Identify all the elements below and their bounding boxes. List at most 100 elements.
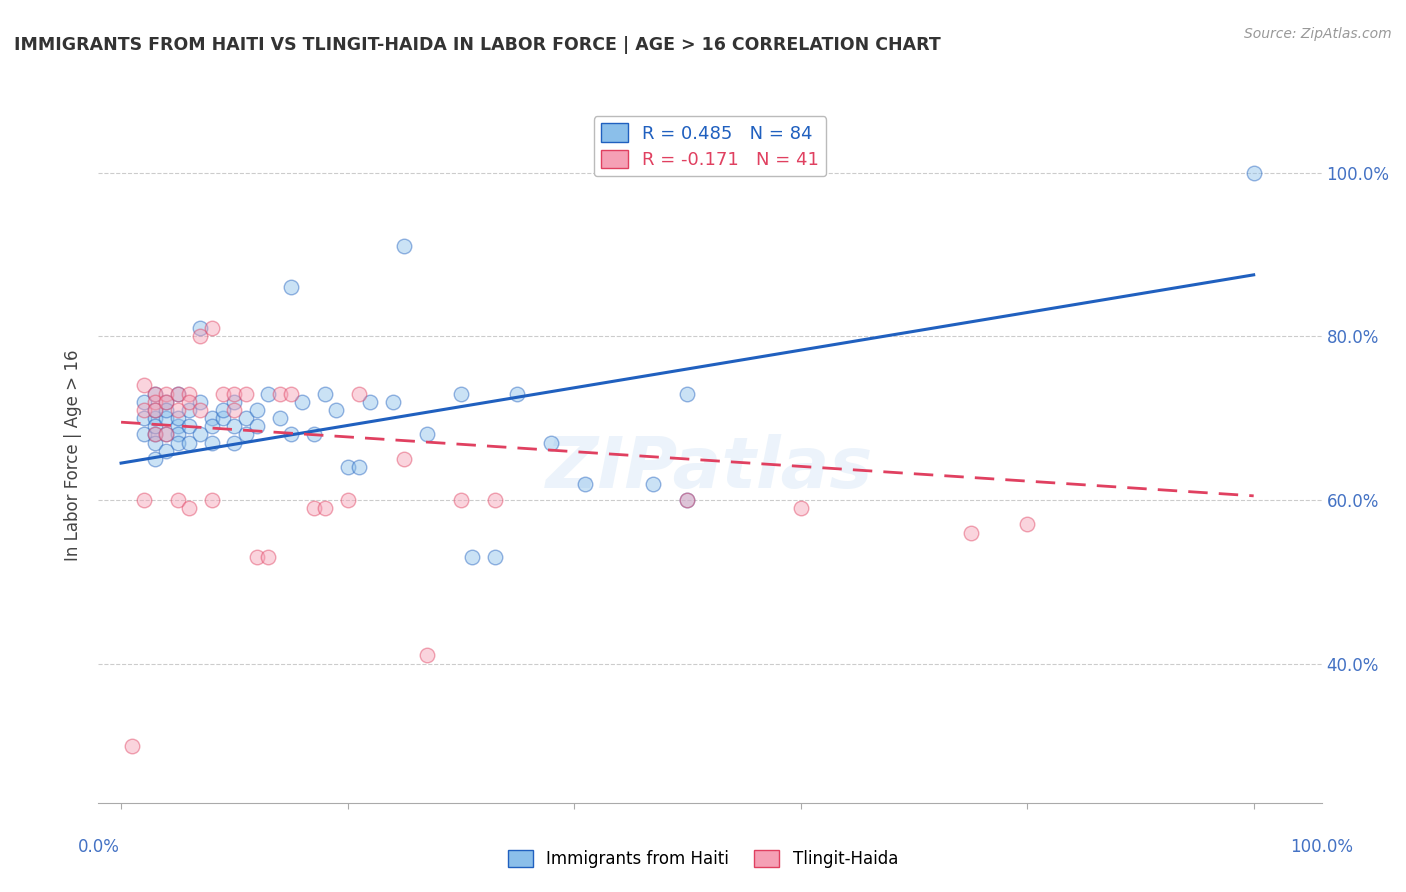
Point — [302, 427, 325, 442]
Point — [291, 394, 314, 409]
Point — [280, 386, 302, 401]
Point — [166, 403, 188, 417]
Point — [121, 739, 143, 753]
Y-axis label: In Labor Force | Age > 16: In Labor Force | Age > 16 — [65, 349, 83, 561]
Point — [392, 239, 416, 253]
Point — [314, 386, 336, 401]
Point — [143, 386, 166, 401]
Point — [143, 419, 166, 434]
Point — [177, 394, 200, 409]
Point — [166, 427, 188, 442]
Point — [416, 648, 439, 663]
Point — [132, 411, 155, 425]
Point — [201, 492, 224, 507]
Point — [188, 427, 212, 442]
Point — [166, 386, 188, 401]
Point — [155, 394, 177, 409]
Point — [246, 403, 269, 417]
Point — [280, 427, 302, 442]
Point — [155, 394, 177, 409]
Point — [143, 386, 166, 401]
Point — [188, 329, 212, 343]
Point — [201, 419, 224, 434]
Point — [224, 394, 246, 409]
Point — [177, 386, 200, 401]
Point — [574, 476, 596, 491]
Point — [540, 435, 562, 450]
Point — [325, 403, 347, 417]
Point — [269, 386, 291, 401]
Point — [336, 492, 359, 507]
Point — [177, 501, 200, 516]
Point — [643, 476, 665, 491]
Point — [132, 492, 155, 507]
Point — [392, 452, 416, 467]
Point — [212, 411, 235, 425]
Point — [188, 394, 212, 409]
Point — [155, 411, 177, 425]
Point — [450, 492, 472, 507]
Point — [166, 435, 188, 450]
Point — [177, 403, 200, 417]
Point — [336, 460, 359, 475]
Point — [224, 419, 246, 434]
Point — [235, 386, 257, 401]
Point — [143, 435, 166, 450]
Point — [212, 403, 235, 417]
Text: Source: ZipAtlas.com: Source: ZipAtlas.com — [1244, 27, 1392, 41]
Point — [155, 403, 177, 417]
Point — [201, 321, 224, 335]
Point — [143, 403, 166, 417]
Text: ZIPatlas: ZIPatlas — [547, 434, 873, 503]
Point — [959, 525, 981, 540]
Point — [201, 411, 224, 425]
Point — [314, 501, 336, 516]
Point — [676, 492, 699, 507]
Legend: Immigrants from Haiti, Tlingit-Haida: Immigrants from Haiti, Tlingit-Haida — [502, 843, 904, 875]
Point — [155, 427, 177, 442]
Point — [416, 427, 439, 442]
Point — [484, 492, 506, 507]
Point — [235, 427, 257, 442]
Point — [484, 550, 506, 565]
Point — [143, 452, 166, 467]
Point — [381, 394, 404, 409]
Point — [269, 411, 291, 425]
Text: 0.0%: 0.0% — [77, 838, 120, 856]
Point — [132, 394, 155, 409]
Point — [302, 501, 325, 516]
Point — [188, 321, 212, 335]
Point — [166, 492, 188, 507]
Point — [224, 435, 246, 450]
Point — [257, 386, 280, 401]
Point — [280, 280, 302, 294]
Point — [143, 411, 166, 425]
Point — [143, 394, 166, 409]
Point — [789, 501, 811, 516]
Point — [143, 427, 166, 442]
Point — [155, 443, 177, 458]
Point — [506, 386, 529, 401]
Point — [132, 427, 155, 442]
Point — [235, 411, 257, 425]
Point — [188, 403, 212, 417]
Point — [143, 403, 166, 417]
Point — [166, 411, 188, 425]
Point — [166, 386, 188, 401]
Point — [132, 378, 155, 392]
Point — [257, 550, 280, 565]
Point — [177, 419, 200, 434]
Point — [246, 419, 269, 434]
Point — [177, 435, 200, 450]
Point — [676, 492, 699, 507]
Point — [132, 403, 155, 417]
Point — [155, 386, 177, 401]
Point — [450, 386, 472, 401]
Text: IMMIGRANTS FROM HAITI VS TLINGIT-HAIDA IN LABOR FORCE | AGE > 16 CORRELATION CHA: IMMIGRANTS FROM HAITI VS TLINGIT-HAIDA I… — [14, 36, 941, 54]
Point — [166, 419, 188, 434]
Point — [224, 403, 246, 417]
Point — [155, 427, 177, 442]
Point — [201, 435, 224, 450]
Point — [212, 386, 235, 401]
Point — [1243, 165, 1265, 179]
